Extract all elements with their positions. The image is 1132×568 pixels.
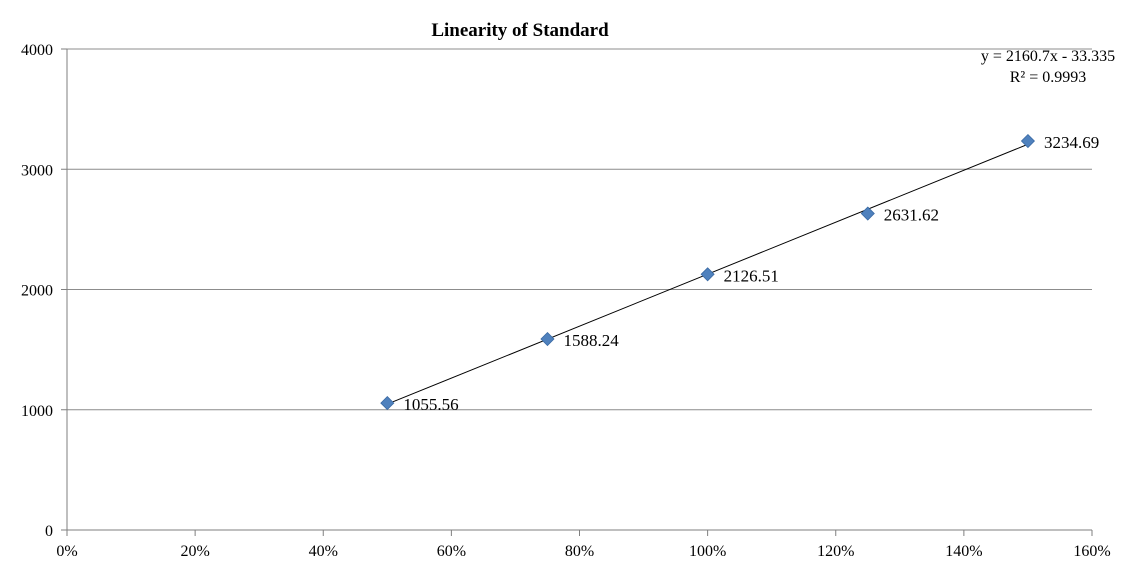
data-point: [700, 267, 715, 282]
x-tick-label: 40%: [309, 543, 338, 560]
data-label: 3234.69: [1044, 133, 1099, 152]
data-label: 1055.56: [403, 395, 458, 414]
chart-title: Linearity of Standard: [431, 20, 609, 41]
data-label: 1588.24: [563, 331, 619, 350]
gridlines: [67, 48, 1092, 411]
y-tick-label: 4000: [21, 42, 53, 59]
data-points: [380, 133, 1036, 411]
data-point: [860, 206, 875, 221]
y-tick-label: 2000: [21, 283, 53, 300]
x-tick-label: 20%: [180, 543, 209, 560]
trendline-equation: y = 2160.7x - 33.335: [981, 48, 1115, 65]
y-tick-label: 3000: [21, 162, 53, 179]
data-point: [1020, 133, 1036, 149]
x-tick-label: 120%: [817, 543, 854, 560]
x-tick-label: 80%: [565, 543, 594, 560]
y-tick-label: 0: [45, 523, 53, 540]
data-labels: 1055.56 1588.24 2126.51 2631.62 3234.69: [403, 133, 1099, 414]
x-tick-label: 100%: [689, 543, 726, 560]
x-tick-label: 140%: [945, 543, 982, 560]
trendline-annotation: y = 2160.7x - 33.335 R² = 0.9993: [981, 48, 1115, 86]
data-label: 2126.51: [724, 266, 779, 285]
data-point: [380, 396, 395, 411]
data-point: [540, 331, 555, 347]
x-tick-label: 60%: [437, 543, 466, 560]
y-tick-label: 1000: [21, 403, 53, 420]
axes: 0 1000 2000 3000 4000 0% 20% 40% 60% 80% 100% 120% 1…: [21, 42, 1111, 560]
x-tick-label: 0%: [56, 543, 77, 560]
data-label: 2631.62: [884, 206, 939, 225]
trendline-r-squared: R² = 0.9993: [1010, 69, 1087, 86]
x-tick-label: 160%: [1073, 543, 1110, 560]
